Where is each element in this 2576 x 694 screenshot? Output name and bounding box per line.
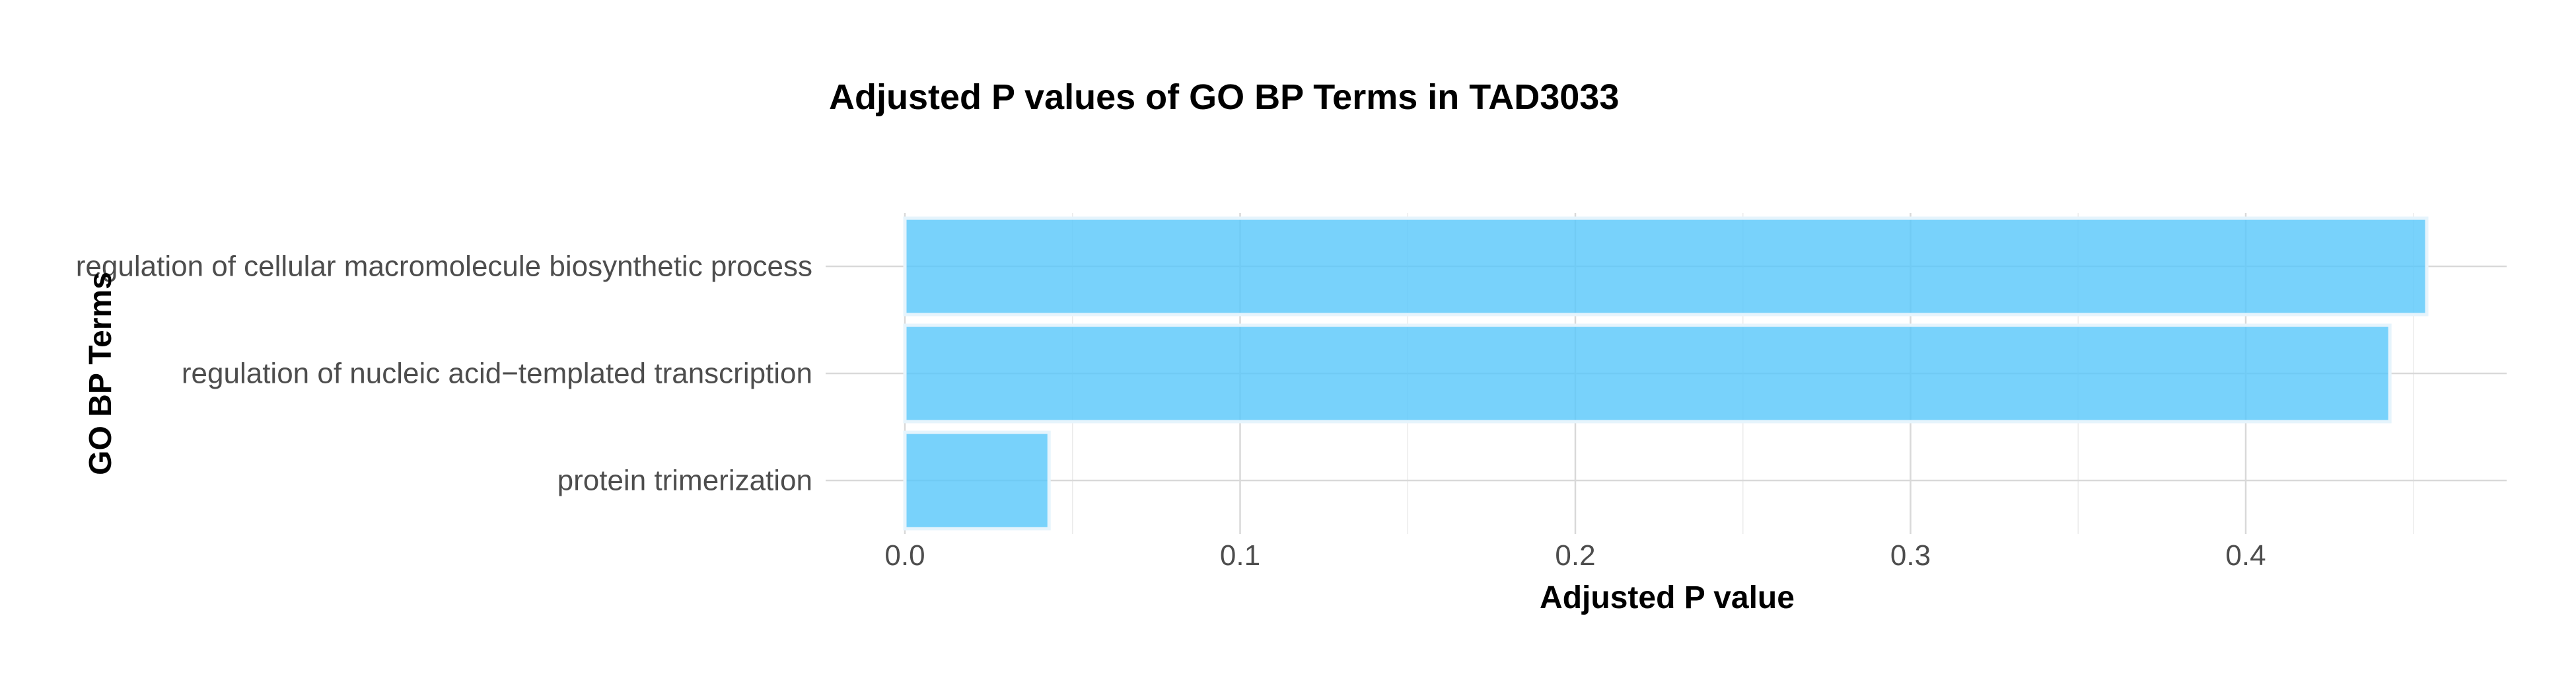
x-tick-label: 0.3 [1890,539,1931,572]
x-tick-label: 0.4 [2225,539,2266,572]
x-tick-labels: 0.0 0.1 0.2 0.3 0.4 [884,539,2266,572]
bar [903,323,2392,424]
x-tick-label: 0.0 [884,539,925,572]
y-axis-title: GO BP Terms [83,272,118,475]
x-tick-label: 0.1 [1220,539,1260,572]
y-tick-labels: regulation of cellular macromolecule bio… [76,251,812,497]
x-tick-label: 0.2 [1555,539,1595,572]
bars [903,216,2429,531]
bar [903,430,1051,531]
x-axis-title: Adjusted P value [1540,580,1795,615]
y-tick-label: regulation of cellular macromolecule bio… [76,251,812,283]
bar [903,216,2429,317]
y-tick-label: protein trimerization [557,465,812,497]
y-tick-label: regulation of nucleic acid−templated tra… [182,358,812,390]
chart-title: Adjusted P values of GO BP Terms in TAD3… [829,77,1619,117]
